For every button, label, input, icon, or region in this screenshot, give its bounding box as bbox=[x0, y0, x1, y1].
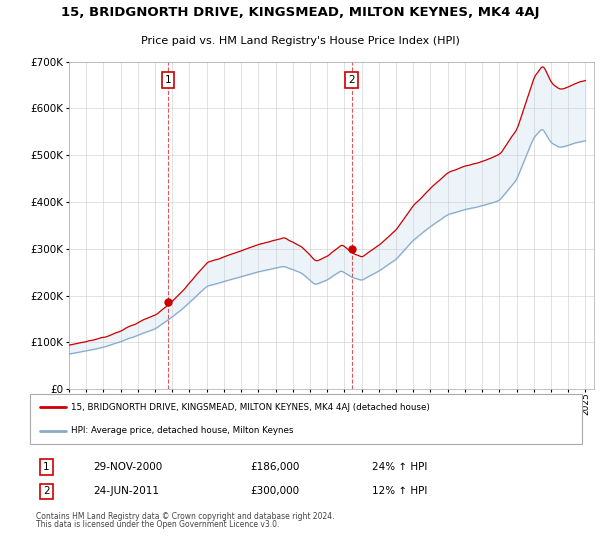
Text: 2: 2 bbox=[348, 76, 355, 85]
Text: 12% ↑ HPI: 12% ↑ HPI bbox=[372, 487, 428, 497]
Text: Price paid vs. HM Land Registry's House Price Index (HPI): Price paid vs. HM Land Registry's House … bbox=[140, 36, 460, 46]
Text: Contains HM Land Registry data © Crown copyright and database right 2024.: Contains HM Land Registry data © Crown c… bbox=[35, 512, 334, 521]
Text: 24-JUN-2011: 24-JUN-2011 bbox=[94, 487, 160, 497]
FancyBboxPatch shape bbox=[30, 394, 582, 444]
Text: 24% ↑ HPI: 24% ↑ HPI bbox=[372, 462, 428, 472]
Text: This data is licensed under the Open Government Licence v3.0.: This data is licensed under the Open Gov… bbox=[35, 520, 279, 529]
Text: 1: 1 bbox=[164, 76, 171, 85]
Text: 1: 1 bbox=[43, 462, 50, 472]
Text: 29-NOV-2000: 29-NOV-2000 bbox=[94, 462, 163, 472]
Text: 2: 2 bbox=[43, 487, 50, 497]
Text: 15, BRIDGNORTH DRIVE, KINGSMEAD, MILTON KEYNES, MK4 4AJ: 15, BRIDGNORTH DRIVE, KINGSMEAD, MILTON … bbox=[61, 6, 539, 19]
Text: HPI: Average price, detached house, Milton Keynes: HPI: Average price, detached house, Milt… bbox=[71, 426, 294, 435]
Text: £186,000: £186,000 bbox=[251, 462, 300, 472]
Text: £300,000: £300,000 bbox=[251, 487, 300, 497]
Text: 15, BRIDGNORTH DRIVE, KINGSMEAD, MILTON KEYNES, MK4 4AJ (detached house): 15, BRIDGNORTH DRIVE, KINGSMEAD, MILTON … bbox=[71, 403, 430, 412]
